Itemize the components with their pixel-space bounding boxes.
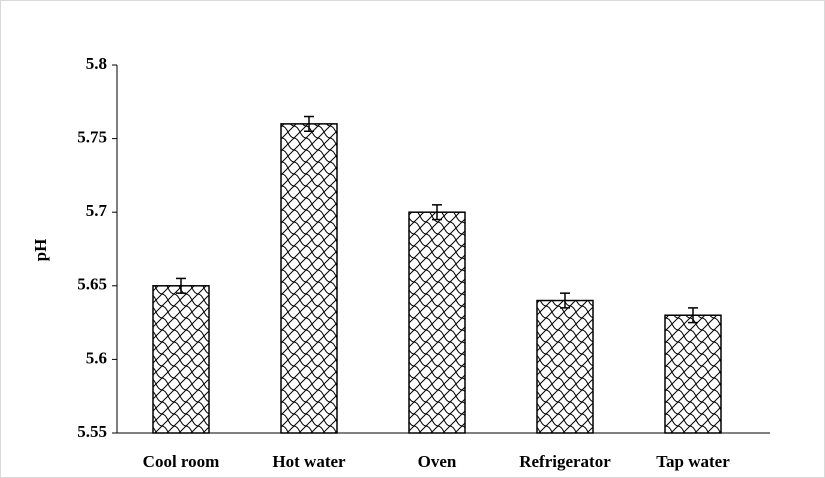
y-tick-label: 5.8 [86, 54, 107, 73]
x-tick-label: Oven [418, 452, 457, 471]
bar [536, 299, 594, 434]
error-bar [688, 307, 698, 324]
x-tick-label: Cool room [143, 452, 220, 471]
x-tick-label: Refrigerator [519, 452, 611, 471]
x-tick-label: Hot water [272, 452, 346, 471]
y-tick-label: 5.55 [77, 422, 107, 441]
bar [280, 123, 338, 434]
bar [408, 211, 466, 434]
y-tick-label: 5.7 [86, 201, 108, 220]
error-bar [560, 292, 570, 309]
x-tick-label: Tap water [656, 452, 730, 471]
y-tick-label: 5.75 [77, 128, 107, 147]
error-bar [176, 277, 186, 294]
error-bar [432, 204, 442, 221]
bar [664, 314, 722, 434]
y-axis-label: pH [31, 239, 50, 262]
y-tick-label: 5.6 [86, 348, 107, 367]
error-bar [304, 115, 314, 132]
y-tick-label: 5.65 [77, 275, 107, 294]
bar [152, 285, 210, 434]
